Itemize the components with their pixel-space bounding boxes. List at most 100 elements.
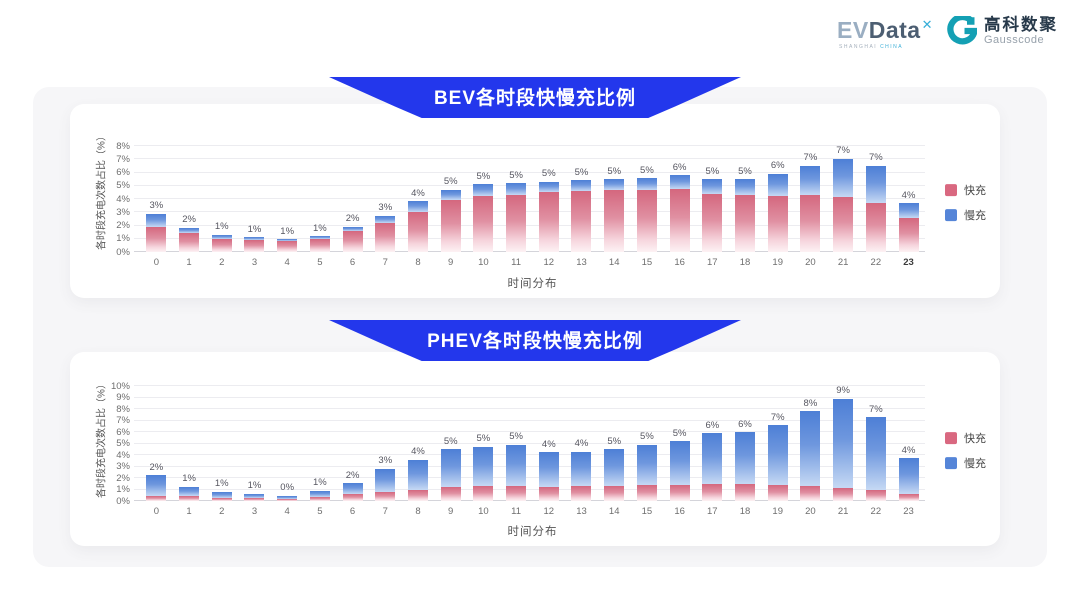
fast-charge-swatch-icon xyxy=(945,432,957,445)
stacked-bar-7: 3% xyxy=(369,386,402,501)
y-tick-8: 8% xyxy=(116,140,130,152)
stacked-bar-11: 5% xyxy=(500,386,533,501)
x-tick-6: 6 xyxy=(349,257,356,268)
slow-charge-segment xyxy=(604,449,625,487)
stacked-bar-1: 2% xyxy=(173,146,206,252)
fast-charge-segment xyxy=(146,226,167,252)
slow-charge-segment xyxy=(571,451,592,487)
slow-charge-segment xyxy=(669,441,690,485)
fast-charge-segment xyxy=(669,484,690,501)
fast-charge-segment xyxy=(636,484,657,501)
legend-item-fast-charge[interactable]: 快充 xyxy=(945,430,986,446)
y-tick-7: 7% xyxy=(116,414,130,426)
bar-total-label: 6% xyxy=(705,419,720,431)
x-tick-6: 6 xyxy=(349,506,356,517)
bar-total-label: 6% xyxy=(770,160,785,172)
x-tick-19: 19 xyxy=(772,506,783,517)
bar-total-label: 2% xyxy=(182,214,196,225)
fast-charge-segment xyxy=(375,491,396,501)
x-tick-1: 1 xyxy=(186,257,192,268)
legend-label: 慢充 xyxy=(964,210,986,223)
phev-y-axis-ticks: 0% 1% 2% 3% 4% 5% 6% 7% 8% 9% 10% xyxy=(98,381,134,505)
slow-charge-segment xyxy=(211,234,232,239)
bar-total-label: 3% xyxy=(378,202,393,214)
y-tick-0: 0% xyxy=(116,246,130,258)
stacked-bar-15: 5% xyxy=(631,146,664,252)
x-tick-20: 20 xyxy=(805,506,816,517)
stacked-bar-19: 7% xyxy=(761,386,794,501)
stacked-bar-22: 7% xyxy=(859,386,892,501)
stacked-bar-3: 1% xyxy=(238,386,271,501)
bar-total-label: 5% xyxy=(443,176,458,188)
bar-total-label: 5% xyxy=(640,431,654,443)
slow-charge-segment xyxy=(473,184,494,197)
bar-total-label: 7% xyxy=(836,145,850,156)
slow-charge-segment xyxy=(146,213,167,227)
stacked-bar-23: 4% xyxy=(892,146,925,252)
fast-charge-segment xyxy=(211,497,232,501)
slow-charge-segment xyxy=(179,486,200,497)
phev-plot-area: 0% 1% 2% 3% 4% 5% 6% 7% 8% 9% 10% 2% 1% 1% 1% 0% 1% 2% 3%… xyxy=(111,381,925,517)
bar-total-label: 5% xyxy=(476,170,491,182)
stacked-bar-10: 5% xyxy=(467,146,500,252)
bar-total-label: 7% xyxy=(868,403,883,415)
fast-charge-segment xyxy=(244,497,265,501)
fast-charge-segment xyxy=(440,487,461,501)
bar-total-label: 0% xyxy=(280,482,295,494)
stacked-bar-1: 1% xyxy=(173,386,206,501)
slow-charge-segment xyxy=(767,173,788,196)
legend-item-slow-charge[interactable]: 慢充 xyxy=(945,455,986,471)
fast-charge-segment xyxy=(309,496,330,501)
fast-charge-segment xyxy=(636,189,657,252)
stacked-bar-13: 4% xyxy=(565,386,598,501)
y-tick-5: 5% xyxy=(116,437,130,449)
slow-charge-segment xyxy=(833,158,854,198)
stacked-bar-9: 5% xyxy=(434,146,467,252)
y-tick-0: 0% xyxy=(116,495,130,507)
bar-total-label: 5% xyxy=(574,166,589,178)
x-tick-17: 17 xyxy=(707,506,718,517)
fast-charge-segment xyxy=(342,494,363,501)
x-tick-22: 22 xyxy=(870,506,882,517)
slow-charge-segment xyxy=(309,236,330,239)
slow-charge-segment xyxy=(473,446,494,487)
y-tick-4: 4% xyxy=(116,193,130,205)
legend-item-fast-charge[interactable]: 快充 xyxy=(945,182,986,198)
bar-total-label: 5% xyxy=(443,435,458,447)
bar-total-label: 5% xyxy=(509,431,523,443)
y-tick-8: 8% xyxy=(116,403,130,415)
x-tick-9: 9 xyxy=(448,257,454,268)
fast-charge-segment xyxy=(571,486,592,501)
fast-charge-segment xyxy=(702,194,723,252)
bar-total-label: 4% xyxy=(901,444,916,456)
slow-charge-segment xyxy=(342,483,363,495)
stacked-bar-12: 5% xyxy=(532,146,565,252)
bar-total-label: 5% xyxy=(509,169,523,181)
stacked-bar-23: 4% xyxy=(892,386,925,501)
slow-charge-segment xyxy=(506,183,527,196)
fast-charge-segment xyxy=(898,217,919,252)
bar-total-label: 1% xyxy=(313,222,327,234)
phev-legend: 快充 慢充 xyxy=(945,430,986,471)
stacked-bar-13: 5% xyxy=(565,146,598,252)
stacked-bar-16: 5% xyxy=(663,386,696,501)
x-tick-16: 16 xyxy=(674,506,685,517)
fast-charge-segment xyxy=(898,494,919,501)
slow-charge-segment xyxy=(277,239,298,242)
fast-charge-segment xyxy=(277,498,298,501)
slow-charge-segment xyxy=(767,425,788,486)
slow-charge-segment xyxy=(375,468,396,492)
x-tick-4: 4 xyxy=(284,506,290,517)
stacked-bar-4: 0% xyxy=(271,386,304,501)
x-tick-22: 22 xyxy=(870,257,882,268)
phev-chart-card: 各时段充电次数占比（%） 0% 1% 2% 3% 4% 5% 6% 7% 8% 9% 10% 2% 1… xyxy=(70,352,1000,546)
stacked-bar-16: 6% xyxy=(663,146,696,252)
legend-item-slow-charge[interactable]: 慢充 xyxy=(945,207,986,223)
slow-charge-swatch-icon xyxy=(945,457,957,470)
stacked-bar-3: 1% xyxy=(238,146,271,252)
stacked-bar-14: 5% xyxy=(598,146,631,252)
bar-total-label: 7% xyxy=(770,411,785,423)
y-tick-6: 6% xyxy=(116,426,130,438)
slow-charge-segment xyxy=(538,181,559,193)
slow-charge-segment xyxy=(636,178,657,190)
